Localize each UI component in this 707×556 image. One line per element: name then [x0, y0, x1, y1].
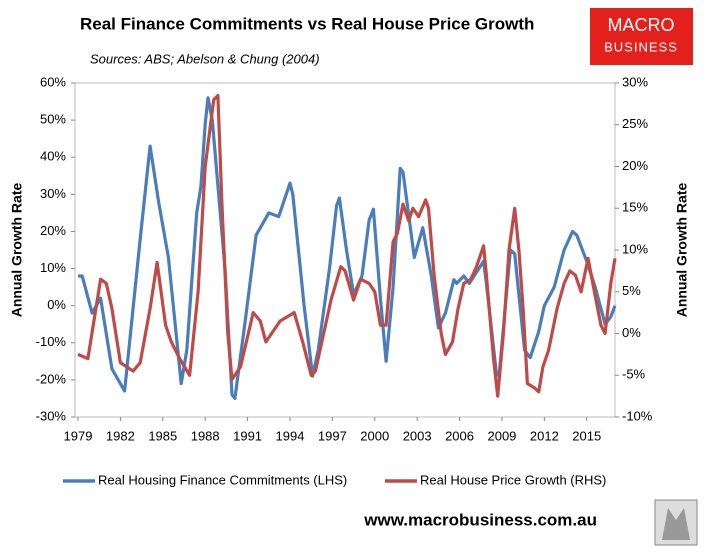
y-tick-label: 20% — [40, 223, 66, 238]
y2-tick-label: 20% — [622, 158, 648, 173]
logo-text: BUSINESS — [604, 39, 678, 54]
y2-tick-label: 15% — [622, 200, 648, 215]
y2-tick-label: -5% — [622, 367, 646, 382]
y-tick-label: 30% — [40, 186, 66, 201]
y-tick-label: 40% — [40, 149, 66, 164]
x-tick-label: 1994 — [276, 428, 305, 443]
y-tick-label: 0% — [47, 297, 66, 312]
legend-label: Real Housing Finance Commitments (LHS) — [98, 472, 347, 487]
logo-box — [590, 8, 693, 65]
y2-tick-label: -10% — [622, 408, 653, 423]
x-tick-label: 2006 — [445, 428, 474, 443]
y-tick-label: -30% — [36, 408, 67, 423]
x-tick-label: 1991 — [233, 428, 262, 443]
x-tick-label: 1985 — [148, 428, 177, 443]
y2-tick-label: 30% — [622, 74, 648, 89]
wolf-icon-shape — [662, 508, 690, 540]
y2-tick-label: 10% — [622, 241, 648, 256]
y2-tick-label: 5% — [622, 283, 641, 298]
x-tick-label: 2003 — [403, 428, 432, 443]
logo-text: MACRO — [608, 15, 675, 35]
x-tick-label: 2009 — [487, 428, 516, 443]
x-tick-label: 1988 — [191, 428, 220, 443]
x-tick-label: 2012 — [530, 428, 559, 443]
x-tick-label: 1979 — [64, 428, 93, 443]
legend-label: Real House Price Growth (RHS) — [420, 472, 606, 487]
y-tick-label: 50% — [40, 112, 66, 127]
y2-tick-label: 0% — [622, 325, 641, 340]
y2-axis-label: Annual Growth Rate — [674, 183, 690, 318]
x-tick-label: 2015 — [572, 428, 601, 443]
chart-subtitle: Sources: ABS; Abelson & Chung (2004) — [90, 51, 320, 66]
y-tick-label: 60% — [40, 74, 66, 89]
y-axis-label: Annual Growth Rate — [9, 183, 25, 318]
y-tick-label: 10% — [40, 260, 66, 275]
series-line — [77, 93, 617, 398]
x-tick-label: 1997 — [318, 428, 347, 443]
url-text: www.macrobusiness.com.au — [363, 510, 597, 529]
x-tick-label: 1982 — [106, 428, 135, 443]
x-tick-label: 2000 — [360, 428, 389, 443]
y2-tick-label: 25% — [622, 116, 648, 131]
y-tick-label: -20% — [36, 371, 67, 386]
chart-title: Real Finance Commitments vs Real House P… — [80, 14, 534, 33]
y-tick-label: -10% — [36, 334, 67, 349]
